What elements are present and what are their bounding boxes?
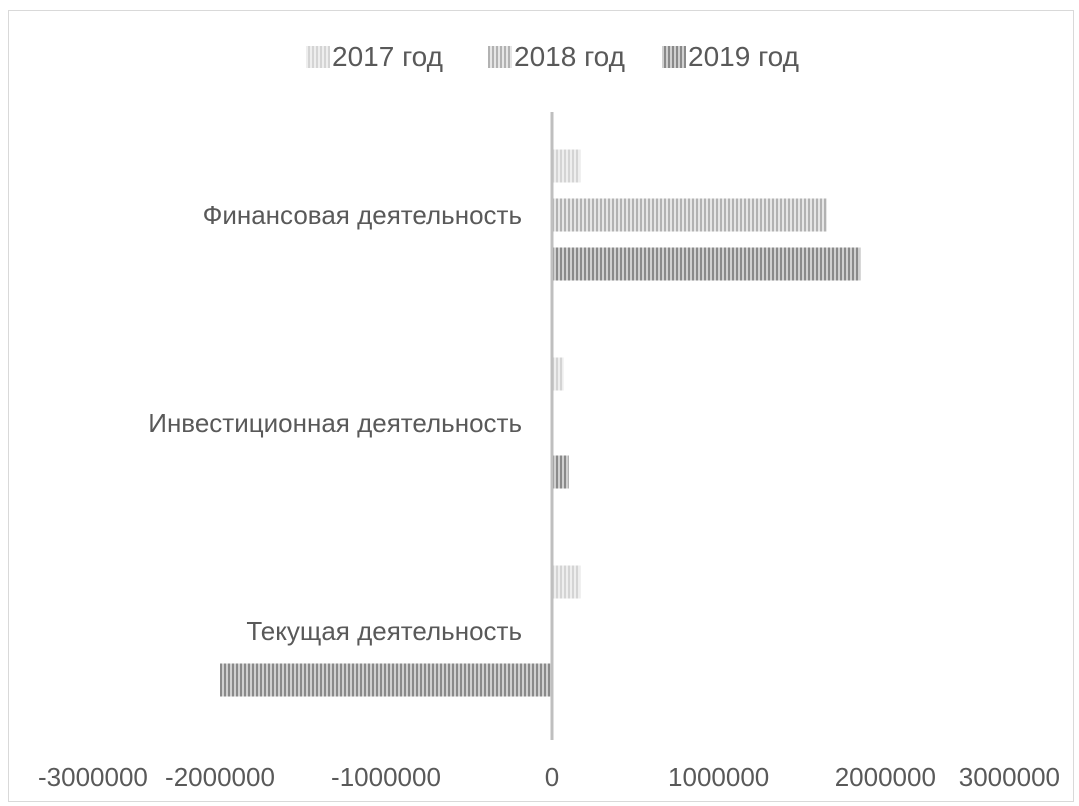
bar-2-3 [552,198,827,232]
legend-item: 2019 год [662,41,799,72]
legend-label: 2019 год [688,41,799,72]
category-labels: Текущая деятельность Инвестиционная деяте… [148,200,522,646]
legend-swatch [306,46,330,68]
bar-1-2 [552,357,564,391]
legend: 2017 год 2018 год 2019 год [306,41,799,72]
x-tick-label: 3000000 [959,762,1060,792]
category-label: Финансовая деятельность [203,200,522,230]
x-tick-label: -2000000 [165,762,275,792]
x-tick-label: 0 [545,762,559,792]
legend-label: 2017 год [332,41,443,72]
legend-swatch [488,46,512,68]
bars [220,149,861,697]
legend-item: 2018 год [488,41,625,72]
legend-swatch [662,46,686,68]
x-axis-tick-labels: -3000000 -2000000 -1000000 0 1000000 2000000 3… [38,762,1060,792]
bar-3-1 [220,663,552,697]
x-tick-label: -1000000 [331,762,441,792]
category-label: Текущая деятельность [246,616,522,646]
bar-1-1 [552,565,581,599]
bar-3-2 [552,455,569,489]
bar-3-3 [552,247,861,281]
legend-label: 2018 год [514,41,625,72]
x-tick-label: 1000000 [668,762,769,792]
category-label: Инвестиционная деятельность [148,408,522,438]
x-tick-label: 2000000 [835,762,936,792]
x-tick-label: -3000000 [38,762,148,792]
bar-1-3 [552,149,581,183]
legend-item: 2017 год [306,41,443,72]
chart-frame [8,10,1074,802]
